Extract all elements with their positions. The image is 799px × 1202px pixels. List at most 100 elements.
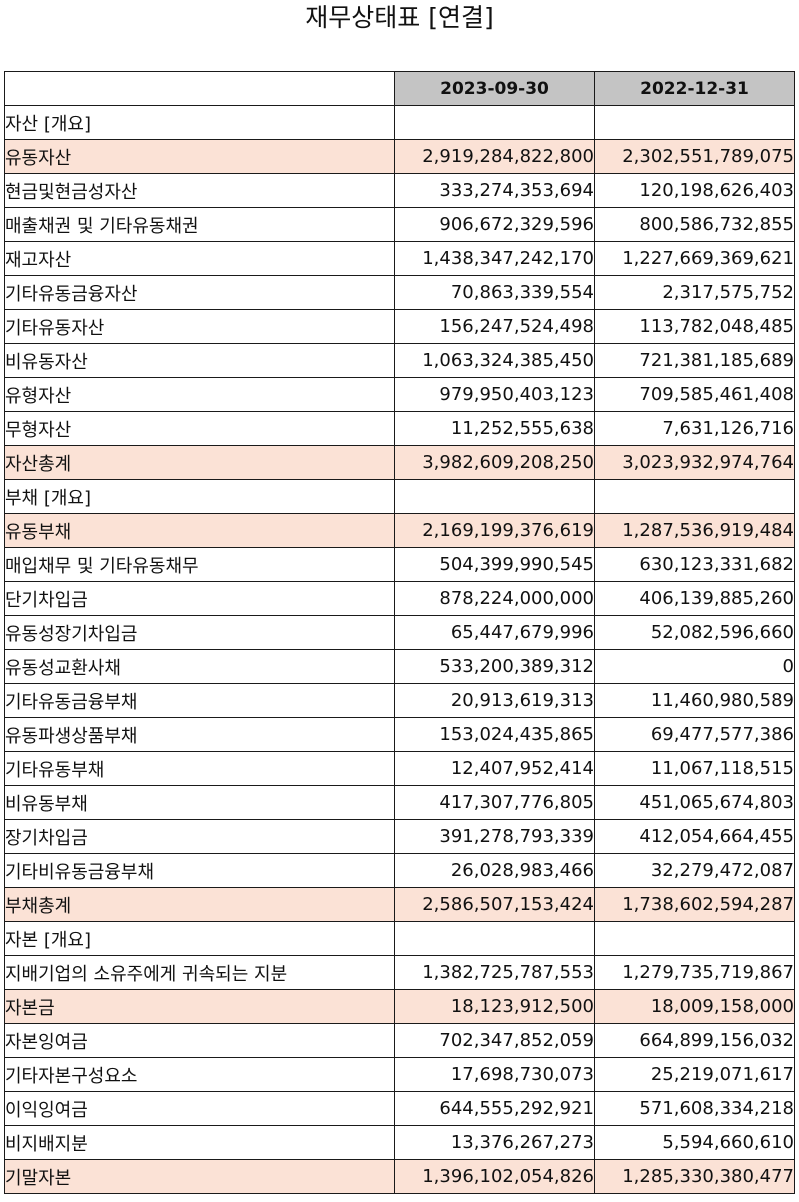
table-row: 기타유동부채 12,407,952,414 11,067,118,515 <box>4 751 795 786</box>
table-row: 유동파생상품부채 153,024,435,865 69,477,577,386 <box>4 717 795 752</box>
value-2022-12-31 <box>594 105 795 140</box>
table-row: 비유동부채 417,307,776,805 451,065,674,803 <box>4 785 795 820</box>
row-label: 재고자산 <box>4 241 395 276</box>
value-2023-09-30: 2,169,199,376,619 <box>394 513 595 548</box>
table-row: 장기차입금 391,278,793,339 412,054,664,455 <box>4 819 795 854</box>
table-row: 매출채권 및 기타유동채권 906,672,329,596 800,586,732,… <box>4 207 795 242</box>
table-row: 매입채무 및 기타유동채무 504,399,990,545 630,123,331,… <box>4 547 795 582</box>
table-row: 단기차입금 878,224,000,000 406,139,885,260 <box>4 581 795 616</box>
value-2022-12-31: 5,594,660,610 <box>594 1125 795 1160</box>
value-2023-09-30: 12,407,952,414 <box>394 751 595 786</box>
value-2022-12-31: 721,381,185,689 <box>594 343 795 378</box>
value-2023-09-30: 153,024,435,865 <box>394 717 595 752</box>
row-label: 자본금 <box>4 989 395 1024</box>
value-2023-09-30: 26,028,983,466 <box>394 853 595 888</box>
value-2023-09-30: 20,913,619,313 <box>394 683 595 718</box>
value-2022-12-31: 25,219,071,617 <box>594 1057 795 1092</box>
row-label: 비유동부채 <box>4 785 395 820</box>
value-2022-12-31: 1,287,536,919,484 <box>594 513 795 548</box>
row-label: 자산총계 <box>4 445 395 480</box>
value-2023-09-30: 70,863,339,554 <box>394 275 595 310</box>
table-row: 현금및현금성자산 333,274,353,694 120,198,626,403 <box>4 173 795 208</box>
row-label: 기말자본 <box>4 1159 395 1194</box>
row-label: 단기차입금 <box>4 581 395 616</box>
table-row: 자본금 18,123,912,500 18,009,158,000 <box>4 989 795 1024</box>
value-2022-12-31: 0 <box>594 649 795 684</box>
value-2023-09-30: 2,586,507,153,424 <box>394 887 595 922</box>
value-2022-12-31: 18,009,158,000 <box>594 989 795 1024</box>
table-row: 이익잉여금 644,555,292,921 571,608,334,218 <box>4 1091 795 1126</box>
value-2023-09-30 <box>394 921 595 956</box>
table-row: 지배기업의 소유주에게 귀속되는 지분 1,382,725,787,553 1,27… <box>4 955 795 990</box>
value-2023-09-30: 979,950,403,123 <box>394 377 595 412</box>
table-row: 유동성교환사채 533,200,389,312 0 <box>4 649 795 684</box>
value-2022-12-31: 412,054,664,455 <box>594 819 795 854</box>
value-2023-09-30: 333,274,353,694 <box>394 173 595 208</box>
table-row: 기타유동금융부채 20,913,619,313 11,460,980,589 <box>4 683 795 718</box>
value-2022-12-31: 113,782,048,485 <box>594 309 795 344</box>
table-row: 기말자본 1,396,102,054,826 1,285,330,380,477 <box>4 1159 795 1194</box>
value-2022-12-31: 709,585,461,408 <box>594 377 795 412</box>
table-row: 기타유동금융자산 70,863,339,554 2,317,575,752 <box>4 275 795 310</box>
table-row: 유동부채 2,169,199,376,619 1,287,536,919,484 <box>4 513 795 548</box>
table-row: 기타자본구성요소 17,698,730,073 25,219,071,617 <box>4 1057 795 1092</box>
value-2022-12-31: 11,067,118,515 <box>594 751 795 786</box>
row-label: 무형자산 <box>4 411 395 446</box>
row-label: 자본 [개요] <box>4 921 395 956</box>
value-2023-09-30: 504,399,990,545 <box>394 547 595 582</box>
row-label: 부채총계 <box>4 887 395 922</box>
row-label: 매입채무 및 기타유동채무 <box>4 547 395 582</box>
row-label: 유동자산 <box>4 139 395 174</box>
value-2022-12-31: 69,477,577,386 <box>594 717 795 752</box>
row-label: 유동성교환사채 <box>4 649 395 684</box>
value-2023-09-30: 1,063,324,385,450 <box>394 343 595 378</box>
row-label: 유동파생상품부채 <box>4 717 395 752</box>
table-row: 부채총계 2,586,507,153,424 1,738,602,594,287 <box>4 887 795 922</box>
row-label: 이익잉여금 <box>4 1091 395 1126</box>
value-2022-12-31: 630,123,331,682 <box>594 547 795 582</box>
value-2023-09-30: 1,396,102,054,826 <box>394 1159 595 1194</box>
table-row: 기타비유동금융부채 26,028,983,466 32,279,472,087 <box>4 853 795 888</box>
table-row: 무형자산 11,252,555,638 7,631,126,716 <box>4 411 795 446</box>
value-2022-12-31: 3,023,932,974,764 <box>594 445 795 480</box>
value-2023-09-30: 1,438,347,242,170 <box>394 241 595 276</box>
table-row: 재고자산 1,438,347,242,170 1,227,669,369,621 <box>4 241 795 276</box>
value-2023-09-30: 156,247,524,498 <box>394 309 595 344</box>
table-row: 유동성장기차입금 65,447,679,996 52,082,596,660 <box>4 615 795 650</box>
table-row: 자산 [개요] <box>4 105 795 140</box>
value-2023-09-30: 17,698,730,073 <box>394 1057 595 1092</box>
row-label: 기타유동금융부채 <box>4 683 395 718</box>
page-title: 재무상태표 [연결] <box>305 3 494 32</box>
row-label: 비지배지분 <box>4 1125 395 1160</box>
value-2023-09-30: 13,376,267,273 <box>394 1125 595 1160</box>
row-label: 기타자본구성요소 <box>4 1057 395 1092</box>
value-2022-12-31: 11,460,980,589 <box>594 683 795 718</box>
value-2023-09-30: 11,252,555,638 <box>394 411 595 446</box>
value-2023-09-30: 1,382,725,787,553 <box>394 955 595 990</box>
header-label-cell <box>4 71 395 106</box>
value-2023-09-30: 3,982,609,208,250 <box>394 445 595 480</box>
table-row: 자본잉여금 702,347,852,059 664,899,156,032 <box>4 1023 795 1058</box>
row-label: 유동부채 <box>4 513 395 548</box>
value-2023-09-30: 391,278,793,339 <box>394 819 595 854</box>
value-2023-09-30: 2,919,284,822,800 <box>394 139 595 174</box>
row-label: 기타유동금융자산 <box>4 275 395 310</box>
value-2022-12-31: 664,899,156,032 <box>594 1023 795 1058</box>
value-2022-12-31: 800,586,732,855 <box>594 207 795 242</box>
table-body: 자산 [개요] 유동자산 2,919,284,822,800 2,302,551,78… <box>4 105 795 1194</box>
value-2022-12-31 <box>594 479 795 514</box>
table-row: 비유동자산 1,063,324,385,450 721,381,185,689 <box>4 343 795 378</box>
header-period-current: 2023-09-30 <box>394 71 595 106</box>
value-2023-09-30: 18,123,912,500 <box>394 989 595 1024</box>
row-label: 기타유동자산 <box>4 309 395 344</box>
table-row: 자본 [개요] <box>4 921 795 956</box>
value-2023-09-30 <box>394 105 595 140</box>
value-2023-09-30: 878,224,000,000 <box>394 581 595 616</box>
row-label: 매출채권 및 기타유동채권 <box>4 207 395 242</box>
row-label: 지배기업의 소유주에게 귀속되는 지분 <box>4 955 395 990</box>
row-label: 현금및현금성자산 <box>4 173 395 208</box>
table-row: 유형자산 979,950,403,123 709,585,461,408 <box>4 377 795 412</box>
row-label: 부채 [개요] <box>4 479 395 514</box>
table-header-row: 2023-09-30 2022-12-31 <box>4 71 795 106</box>
value-2023-09-30: 644,555,292,921 <box>394 1091 595 1126</box>
